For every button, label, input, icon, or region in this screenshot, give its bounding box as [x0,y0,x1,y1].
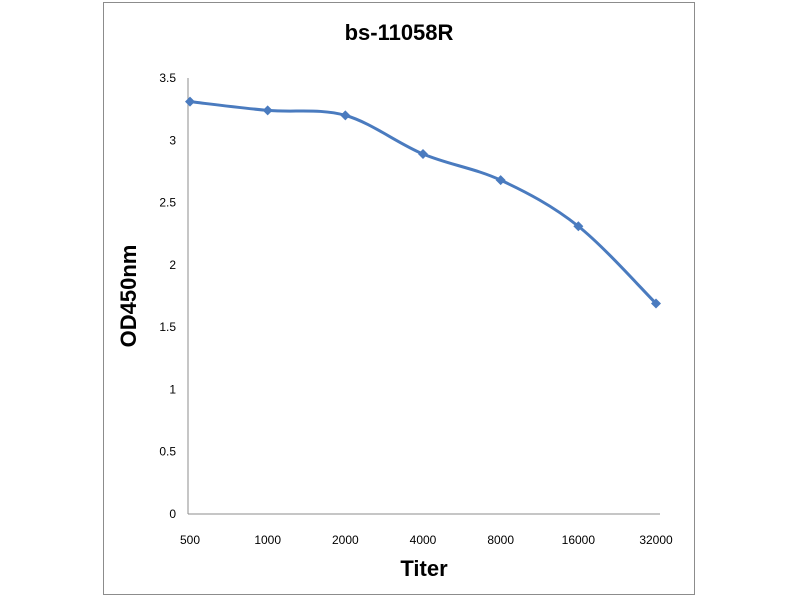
y-tick-group: 0 0.5 1 1.5 2 2.5 3 3.5 [159,71,176,521]
y-axis-title: OD450nm [116,245,141,348]
data-point-marker [340,110,351,121]
x-tick-label: 500 [180,533,200,547]
data-point-marker [651,298,661,309]
chart-title: bs-11058R [345,20,454,45]
x-axis-title: Titer [400,556,448,581]
x-tick-label: 8000 [487,533,514,547]
x-tick-label: 2000 [332,533,359,547]
x-tick-label: 4000 [410,533,437,547]
y-tick-label: 0 [169,507,176,521]
y-tick-label: 3 [169,133,176,147]
x-tick-group: 500 1000 2000 4000 8000 16000 32000 [180,533,673,547]
marker-group [185,96,661,309]
y-tick-label: 3.5 [159,71,176,85]
data-point-marker [185,96,195,107]
y-tick-label: 0.5 [159,445,176,459]
y-tick-label: 1.5 [159,320,176,334]
data-point-marker [418,148,428,159]
y-tick-label: 2 [169,258,176,272]
data-point-marker [262,105,273,116]
y-tick-label: 1 [169,382,176,396]
data-point-marker [573,221,584,232]
y-tick-label: 2.5 [159,196,176,210]
x-tick-label: 32000 [639,533,673,547]
chart-frame [103,2,695,595]
data-point-marker [495,175,506,186]
series-line [188,100,658,305]
x-tick-label: 16000 [562,533,596,547]
x-tick-label: 1000 [254,533,281,547]
